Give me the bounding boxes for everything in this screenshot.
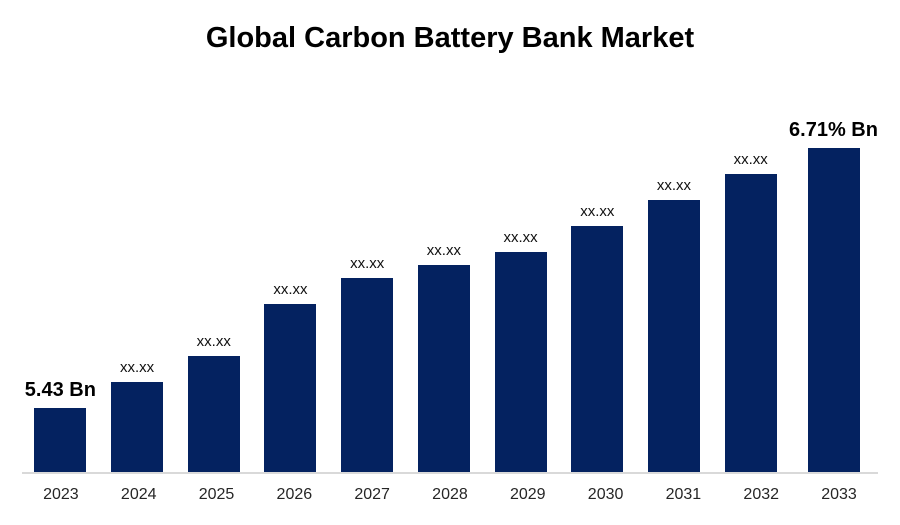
bar [571,226,624,472]
x-axis-tick-label: 2033 [821,486,857,503]
bar [494,252,547,472]
bar-value-label: xx.xx [503,228,538,246]
x-axis-tick-labels: 2023 2024 2025 2026 2027 2028 2029 2030 … [22,486,878,504]
bar-column: xx.xx [406,110,483,472]
bar-column: xx.xx [712,110,789,472]
x-axis-tick-label: 2031 [665,486,702,503]
bar-column: xx.xx [636,110,713,472]
bar-column: 5.43 Bn [22,110,99,472]
bars-container: 5.43 Bn xx.xx xx.xx xx.xx xx.xx xx.xx xx… [22,110,878,472]
x-axis-tick-label: 2032 [743,486,780,503]
plot-area: 5.43 Bn xx.xx xx.xx xx.xx xx.xx xx.xx xx… [22,110,878,525]
bar-value-label: 6.71% Bn [789,119,878,141]
x-axis-tick-label: 2027 [354,486,390,503]
x-axis-tick-label: 2023 [43,486,79,503]
bar-value-label: xx.xx [196,332,231,350]
x-axis-line [22,472,878,474]
bar [807,148,860,472]
bar-column: xx.xx [252,110,329,472]
bar-value-label: xx.xx [580,202,615,220]
bar [417,265,470,472]
bar-column: 6.71% Bn [789,110,878,472]
x-axis-tick-label: 2028 [432,486,468,503]
bar-value-label: xx.xx [273,280,308,298]
x-axis-tick-label: 2026 [276,486,313,503]
bar-column: xx.xx [175,110,252,472]
bar [724,174,777,472]
bar-value-label: 5.43 Bn [24,379,96,401]
x-axis-tick-label: 2024 [120,486,157,503]
x-axis-tick-label: 2030 [587,486,624,503]
bar-column: xx.xx [329,110,406,472]
x-axis-tick-label: 2025 [198,486,235,503]
bar-value-label: xx.xx [656,176,692,194]
bar-value-label: xx.xx [426,241,461,259]
bar [647,200,700,472]
chart-title: Global Carbon Battery Bank Market [205,22,695,54]
bar-value-label: xx.xx [350,254,385,272]
bar-value-label: xx.xx [733,150,768,168]
bar [187,356,240,472]
bar [34,408,87,472]
bar-column: xx.xx [482,110,559,472]
bar-column: xx.xx [99,110,176,472]
bar [264,304,317,472]
x-axis-tick-label: 2029 [509,486,546,503]
bar-value-label: xx.xx [119,358,155,376]
bar-column: xx.xx [559,110,636,472]
bar [341,278,394,472]
bar [111,382,164,472]
